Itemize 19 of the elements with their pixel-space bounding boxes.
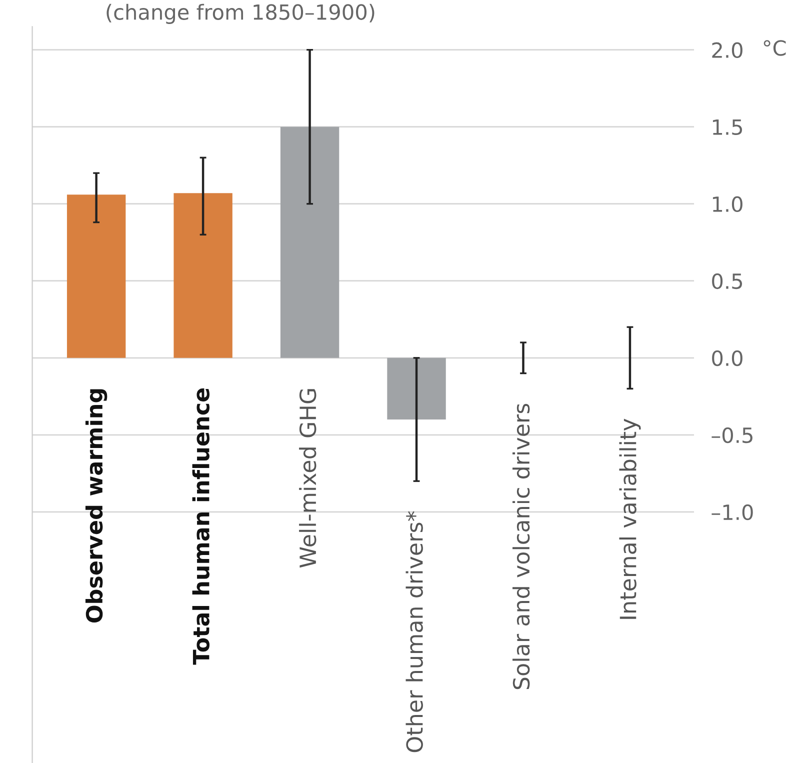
y-tick-label: –1.0 <box>712 504 753 520</box>
x-tick-label: Solar and volcanic drivers <box>512 404 530 690</box>
y-tick-label: 1.5 <box>712 120 742 136</box>
x-tick-label: Observed warming <box>85 389 108 622</box>
x-tick-label: Total human influence <box>192 388 210 665</box>
x-tick-label: Other human drivers* <box>406 511 423 752</box>
y-tick-label: 1.0 <box>712 196 742 212</box>
bar <box>66 194 126 358</box>
x-tick-label: Well-mixed GHG <box>299 389 316 568</box>
y-tick-label: 2.0 <box>712 42 742 58</box>
x-tick-label: Internal variability <box>619 418 641 619</box>
y-tick-label: 0.0 <box>712 350 742 366</box>
y-tick-label: –0.5 <box>712 427 752 444</box>
bar <box>174 193 232 358</box>
chart-title: (change from 1850–1900) <box>106 4 374 24</box>
y-tick-label: 0.5 <box>712 273 742 290</box>
bar <box>280 126 340 358</box>
y-axis-title: °C <box>764 40 786 56</box>
bar <box>387 358 446 420</box>
